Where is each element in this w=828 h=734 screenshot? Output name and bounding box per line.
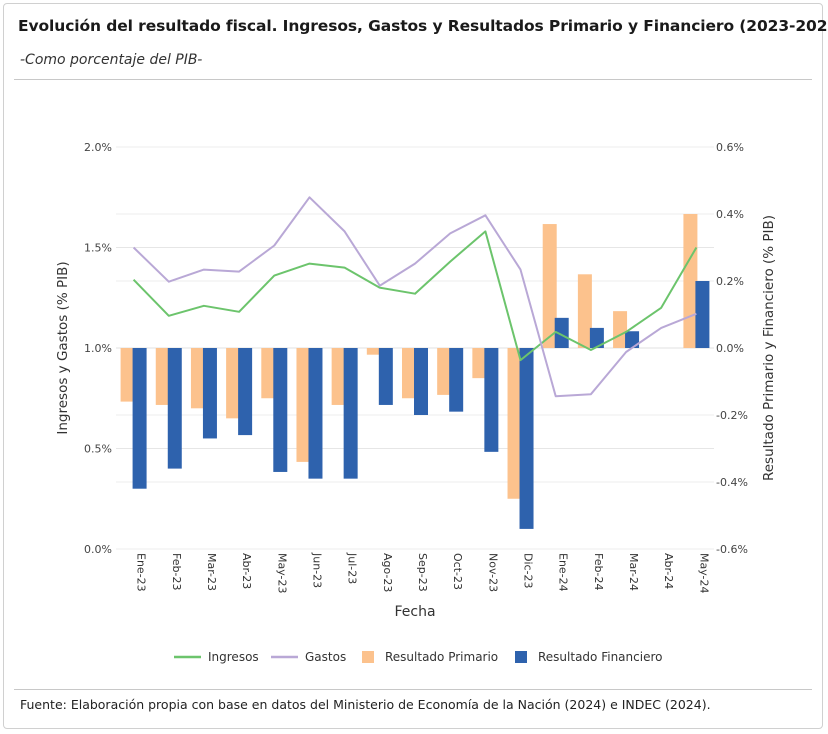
bar-resultado-financiero xyxy=(308,348,323,479)
lines-layer xyxy=(132,196,698,398)
y-tick-label: 1.0% xyxy=(84,342,112,355)
bar-resultado-financiero xyxy=(625,331,640,348)
bar-resultado-financiero xyxy=(273,348,288,472)
source-note: Fuente: Elaboración propia con base en d… xyxy=(20,697,711,712)
x-tick-label: Jun-23 xyxy=(310,552,323,588)
bar-resultado-financiero xyxy=(414,348,428,415)
line-gastos xyxy=(132,196,697,398)
x-tick-label: Mar-24 xyxy=(627,553,640,591)
bar-resultado-primario xyxy=(120,348,135,402)
chart-subtitle: -Como porcentaje del PIB- xyxy=(20,52,203,68)
bar-resultado-primario xyxy=(613,311,628,348)
bar-resultado-financiero xyxy=(378,348,393,405)
x-tick-label: May-23 xyxy=(275,553,288,594)
x-tick-label: Dic-23 xyxy=(522,553,535,589)
y-tick-label: 0.0% xyxy=(84,543,112,556)
y-axis-right: -0.6% -0.4% -0.2% 0.0% 0.2% 0.4% 0.6% xyxy=(716,141,748,556)
y-axis-left: 0.0% 0.5% 1.0% 1.5% 2.0% xyxy=(84,141,112,556)
legend-swatch-bar xyxy=(515,651,527,663)
x-tick-label: Ene-23 xyxy=(135,553,148,592)
header-divider xyxy=(14,79,812,80)
chart-card xyxy=(3,3,823,729)
bar-resultado-primario xyxy=(190,348,205,409)
bar-resultado-financiero xyxy=(238,348,253,436)
bar-resultado-primario xyxy=(261,348,276,399)
bar-resultado-financiero xyxy=(132,348,147,489)
x-tick-label: Jul-23 xyxy=(346,552,359,584)
bar-resultado-primario xyxy=(331,348,346,405)
bar-resultado-financiero xyxy=(167,348,182,469)
bar-resultado-financiero xyxy=(484,348,499,452)
y-axis-title: Ingresos y Gastos (% PIB) xyxy=(55,261,71,434)
x-tick-label: Ago-23 xyxy=(381,553,394,592)
line-ingresos xyxy=(132,230,698,362)
legend-label: Resultado Primario xyxy=(385,650,498,664)
bar-resultado-primario xyxy=(226,348,241,419)
bar-resultado-primario xyxy=(437,348,452,395)
bars-layer xyxy=(120,214,710,529)
bar-resultado-primario xyxy=(366,348,381,355)
x-axis-title: Fecha xyxy=(394,604,435,620)
legend-swatch-bar xyxy=(362,651,374,663)
y2-tick-label: 0.4% xyxy=(716,208,744,221)
bar-resultado-financiero xyxy=(449,348,464,412)
y-tick-label: 1.5% xyxy=(84,242,112,255)
bar-resultado-primario xyxy=(296,348,311,462)
bar-resultado-financiero xyxy=(589,327,604,348)
y2-tick-label: -0.4% xyxy=(716,476,748,489)
y2-axis-title: Resultado Primario y Financiero (% PIB) xyxy=(761,215,777,481)
y2-tick-label: 0.2% xyxy=(716,275,744,288)
bar-resultado-primario xyxy=(507,348,522,499)
bar-resultado-primario xyxy=(577,274,592,348)
x-axis: Ene-23 Feb-23 Mar-23 Abr-23 May-23 Jun-23 Jul-… xyxy=(135,552,711,594)
y2-tick-label: -0.2% xyxy=(716,409,748,422)
x-tick-label: Sep-23 xyxy=(416,553,429,592)
x-tick-label: Abr-23 xyxy=(240,553,253,589)
bar-resultado-primario xyxy=(472,348,487,379)
bar-resultado-financiero xyxy=(519,348,534,529)
y-tick-label: 0.5% xyxy=(84,443,112,456)
x-tick-label: Mar-23 xyxy=(205,553,218,591)
y2-tick-label: -0.6% xyxy=(716,543,748,556)
footer-divider xyxy=(14,689,812,690)
y2-tick-label: 0.0% xyxy=(716,342,744,355)
x-tick-label: Feb-23 xyxy=(170,553,183,590)
y-tick-label: 2.0% xyxy=(84,141,112,154)
chart-title: Evolución del resultado fiscal. Ingresos… xyxy=(18,17,828,35)
legend-label: Ingresos xyxy=(208,650,259,664)
bar-resultado-financiero xyxy=(695,281,710,348)
x-tick-label: Oct-23 xyxy=(451,553,464,590)
x-tick-label: Feb-24 xyxy=(592,553,605,590)
x-tick-label: May-24 xyxy=(697,553,710,594)
bar-resultado-financiero xyxy=(202,348,217,439)
bar-resultado-primario xyxy=(155,348,170,405)
bar-resultado-financiero xyxy=(343,348,358,479)
bar-resultado-primario xyxy=(542,224,557,348)
x-tick-label: Abr-24 xyxy=(662,553,675,589)
y2-tick-label: 0.6% xyxy=(716,141,744,154)
bar-resultado-primario xyxy=(402,348,416,399)
legend-label: Gastos xyxy=(305,650,346,664)
bar-resultado-primario xyxy=(683,214,698,348)
x-tick-label: Ene-24 xyxy=(557,553,570,592)
bar-resultado-financiero xyxy=(554,317,569,348)
legend-label: Resultado Financiero xyxy=(538,650,662,664)
legend: Ingresos Gastos Resultado Primario Resultad… xyxy=(174,650,662,664)
x-tick-label: Nov-23 xyxy=(486,553,499,592)
